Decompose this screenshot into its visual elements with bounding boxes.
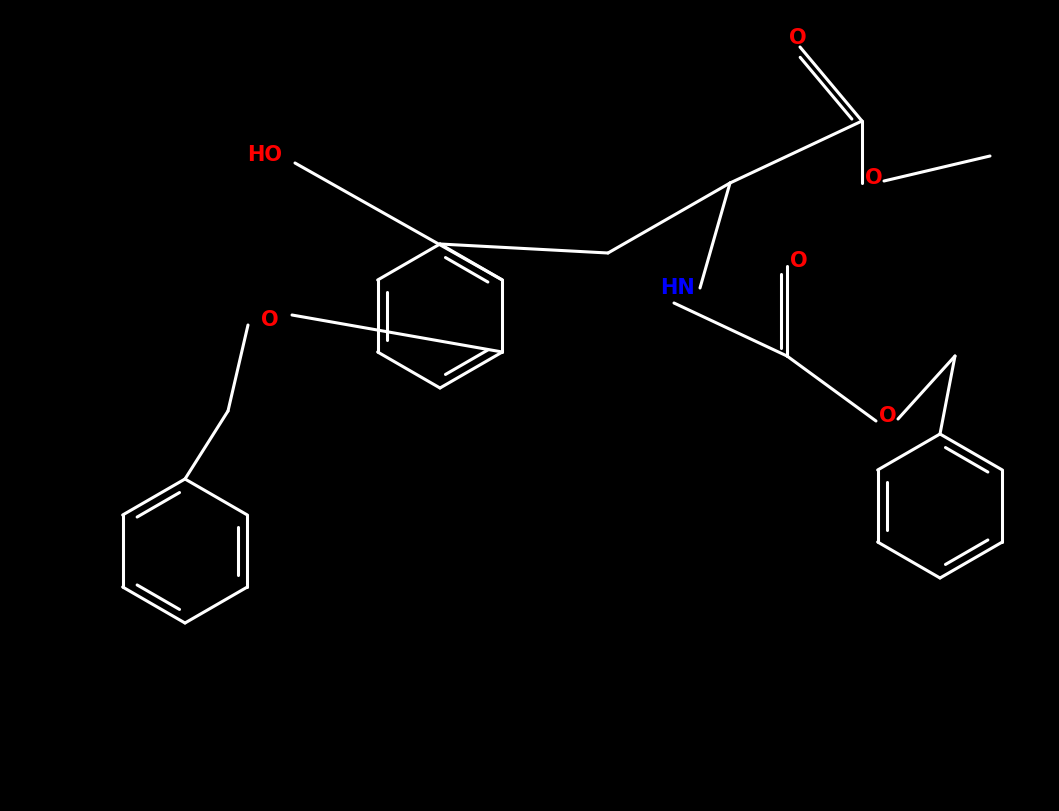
Text: O: O [789,28,807,48]
Text: HO: HO [248,145,283,165]
Text: HN: HN [661,278,696,298]
Text: O: O [262,310,279,330]
Text: O: O [879,406,897,426]
Text: O: O [865,168,883,188]
Text: O: O [790,251,808,271]
